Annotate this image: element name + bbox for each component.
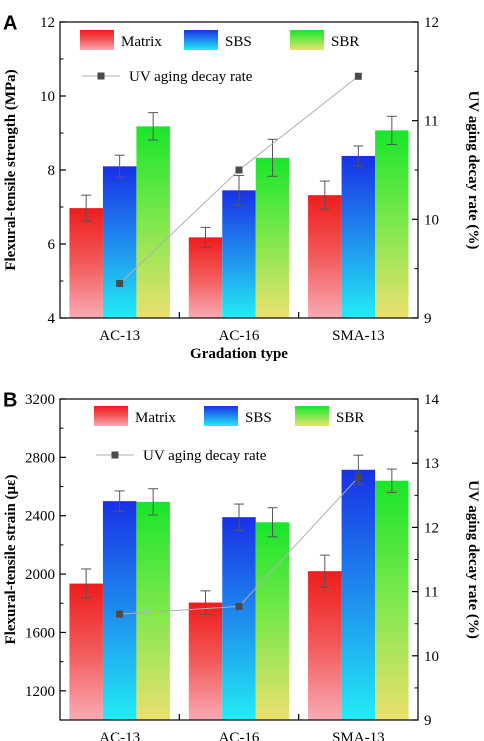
panel-b-legend-label-sbr: SBR: [336, 410, 364, 426]
panel-a-legend-label-sbs: SBS: [225, 34, 252, 50]
panel-a-x-tick-label-ac-13: AC-13: [99, 328, 140, 344]
panel-b-x-tick-label-sma-13: SMA-13: [332, 730, 385, 741]
panel-b-x-tick-label-ac-13: AC-13: [99, 730, 140, 741]
panel-a-bar-matrix-ac-16: [188, 237, 223, 318]
panel-a-x-tick-label-ac-16: AC-16: [219, 328, 260, 344]
panel-a-legend-label-matrix: Matrix: [121, 34, 162, 50]
panel-a-y-tick-label-0: 4: [48, 311, 56, 327]
panel-a-y-axis-title: Flexural-tensile strength (MPa): [3, 69, 19, 270]
panel-b-y2-tick-label-0: 9: [424, 713, 432, 729]
panel-a-uv-point-sma-13: [354, 72, 362, 80]
panel-a: A 4 6 8 10 12 9 10 11 12 AC-13 AC-16 SMA-13 Gradation…: [3, 13, 481, 362]
panel-b: B 1200 1600 2000 2400 2800 3200 9 10 11 12 13 14 AC-1…: [3, 390, 481, 741]
panel-b-legend-swatch-matrix: [94, 406, 128, 426]
panel-a-bar-matrix-ac-13: [69, 208, 103, 318]
panel-b-legend-swatch-sbs: [204, 406, 238, 426]
panel-b-bar-sbs-ac-13: [102, 501, 137, 720]
panel-a-y-tick-label-4: 12: [40, 15, 55, 31]
panel-b-bar-sbr-sma-13: [375, 480, 409, 720]
panel-b-legend-label-uv: UV aging decay rate: [143, 448, 267, 464]
panel-b-y-tick-label-1: 1600: [25, 625, 55, 641]
panel-a-x-axis-title: Gradation type: [190, 346, 288, 362]
panel-b-y-tick-label-0: 1200: [25, 684, 55, 700]
panel-a-bar-sbr-ac-13: [136, 126, 170, 318]
panel-a-bar-sbr-ac-16: [255, 157, 290, 318]
panel-b-y2-tick-label-3: 12: [424, 520, 439, 536]
panel-a-legend-label-uv: UV aging decay rate: [129, 69, 253, 85]
panel-b-letter: B: [3, 390, 17, 412]
panel-a-legend-swatch-sbr: [290, 30, 324, 50]
panel-a-y2-tick-label-0: 9: [424, 311, 432, 327]
panel-a-y2-tick-label-3: 12: [424, 15, 439, 31]
panel-a-y2-tick-label-1: 10: [424, 212, 439, 228]
panel-a-y2-tick-label-2: 11: [424, 114, 438, 130]
panel-b-bar-matrix-sma-13: [308, 571, 342, 720]
panel-b-legend-label-matrix: Matrix: [135, 410, 176, 426]
panel-a-uv-point-ac-16: [235, 166, 243, 174]
panel-a-legend-label-sbr: SBR: [331, 34, 359, 50]
panel-a-y-tick-label-2: 8: [48, 163, 56, 179]
panel-b-uv-point-ac-16: [235, 602, 243, 610]
panel-a-x-tick-label-sma-13: SMA-13: [332, 328, 385, 344]
panel-a-bar-sbs-ac-13: [102, 166, 137, 318]
panel-a-y-tick-label-3: 10: [40, 89, 55, 105]
panel-a-bar-matrix-sma-13: [308, 195, 342, 318]
panel-a-legend-marker-uv: [97, 72, 105, 80]
panel-a-legend-swatch-sbs: [184, 30, 218, 50]
panel-a-uv-point-ac-13: [116, 279, 124, 287]
panel-b-legend-marker-uv: [111, 451, 119, 459]
panel-b-bar-matrix-ac-16: [188, 602, 223, 720]
panel-a-bar-sbs-ac-16: [222, 190, 256, 318]
panel-a-legend-swatch-matrix: [80, 30, 114, 50]
panel-b-y2-tick-label-1: 10: [424, 649, 439, 665]
panel-a-y-tick-label-1: 6: [48, 237, 56, 253]
panel-b-uv-point-sma-13: [354, 473, 362, 481]
panel-a-bar-sbs-sma-13: [341, 155, 376, 318]
panel-b-x-tick-label-ac-16: AC-16: [219, 730, 260, 741]
panel-b-y-tick-label-3: 2400: [25, 509, 55, 525]
panel-b-y2-tick-label-2: 11: [424, 585, 438, 601]
panel-b-y-tick-label-5: 3200: [25, 392, 55, 408]
panel-b-bar-sbs-sma-13: [341, 469, 376, 720]
panel-b-y2-tick-label-5: 14: [424, 392, 440, 408]
panel-a-bar-sbr-sma-13: [375, 130, 409, 318]
panel-b-y-tick-label-2: 2000: [25, 567, 55, 583]
panel-a-y2-axis-title: UV aging decay rate (%): [465, 91, 481, 250]
panel-a-letter: A: [3, 13, 17, 35]
panel-b-bar-matrix-ac-13: [69, 583, 103, 720]
panel-b-uv-point-ac-13: [116, 610, 124, 618]
panel-b-legend-label-sbs: SBS: [245, 410, 272, 426]
panel-b-legend-swatch-sbr: [295, 406, 329, 426]
panel-b-y2-tick-label-4: 13: [424, 456, 439, 472]
panel-b-y2-axis-title: UV aging decay rate (%): [465, 480, 481, 639]
panel-b-bar-sbs-ac-16: [222, 517, 256, 720]
panel-b-y-axis-title: Flexural-tensile strain (με): [3, 475, 19, 645]
panel-b-y-tick-label-4: 2800: [25, 450, 55, 466]
panel-b-bar-sbr-ac-16: [255, 522, 290, 720]
